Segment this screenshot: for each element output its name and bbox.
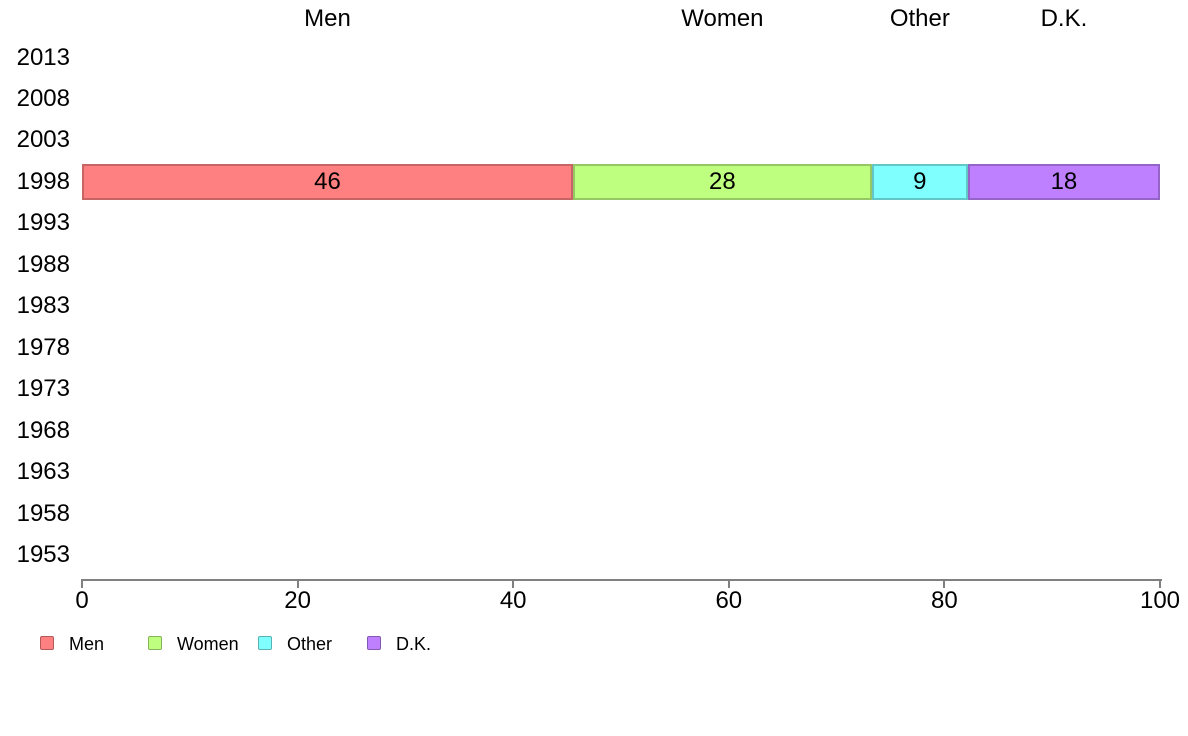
x-axis-tick-label: 40: [499, 587, 527, 614]
legend-item-dk: D.K.: [367, 633, 472, 655]
x-axis-tick-label: 100: [1139, 587, 1181, 614]
x-axis-tick: [296, 579, 299, 588]
bar-segment-women: 28: [572, 163, 872, 200]
legend-item-label: D.K.: [396, 634, 432, 654]
legend-swatch-icon: [258, 636, 272, 650]
legend-swatch-icon: [40, 636, 54, 650]
x-axis-tick: [81, 579, 83, 588]
bar-segment-men: 46: [82, 163, 573, 200]
y-axis-label: 1993: [16, 209, 70, 237]
column-header: Other: [889, 5, 950, 32]
x-axis-tick: [512, 579, 515, 588]
y-axis-label: 1998: [16, 167, 70, 195]
y-axis-label: 1983: [16, 292, 70, 320]
bar-value-label: 9: [913, 167, 927, 195]
bar-value-label: 28: [709, 167, 736, 195]
legend-swatch-icon: [148, 636, 162, 650]
legend-item-label: Other: [287, 634, 333, 654]
y-axis-label: 1973: [16, 375, 70, 403]
x-axis-tick-label: 80: [931, 587, 958, 614]
x-axis-tick: [727, 579, 730, 588]
y-axis-label: 1988: [16, 250, 70, 278]
legend-item-women: Women: [148, 633, 253, 655]
legend-item-label: Men: [69, 634, 105, 654]
legend-swatch-icon: [367, 636, 381, 650]
x-axis-line: [82, 579, 1162, 581]
y-axis-label: 1953: [16, 541, 70, 569]
y-axis-label: 1978: [16, 333, 70, 361]
y-axis-label: 1968: [16, 416, 70, 444]
x-axis-tick-label: 20: [284, 587, 311, 614]
x-axis-tick-label: 60: [715, 587, 743, 614]
column-header: D.K.: [1040, 5, 1088, 32]
x-axis-tick: [943, 579, 946, 588]
legend-item-men: Men: [40, 633, 145, 655]
legend-item-label: Women: [177, 634, 239, 654]
y-axis-label: 2008: [16, 84, 70, 112]
legend-item-other: Other: [258, 633, 363, 655]
bar-segment-other: 9: [871, 163, 968, 200]
y-axis-label: 1958: [16, 499, 70, 527]
bar-segment-dk: 18: [967, 163, 1160, 200]
x-axis-tick-label: 0: [75, 587, 89, 614]
bar-value-label: 18: [1050, 167, 1078, 195]
y-axis-label: 2013: [16, 43, 70, 71]
column-header: Women: [681, 5, 764, 32]
y-axis-label: 1963: [16, 458, 70, 486]
y-axis-label: 2003: [16, 126, 70, 154]
x-axis-tick: [1159, 579, 1161, 588]
column-header: Men: [304, 5, 351, 32]
bar-value-label: 46: [314, 167, 341, 195]
